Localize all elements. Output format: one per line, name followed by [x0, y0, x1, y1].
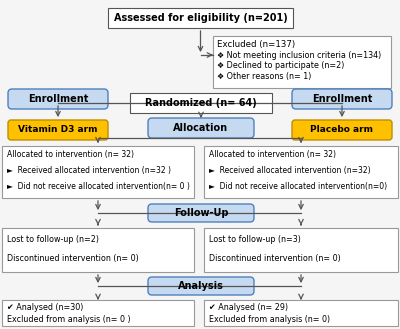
Text: ❖ Not meeting inclusion criteria (n=134): ❖ Not meeting inclusion criteria (n=134)	[217, 50, 381, 60]
Text: Allocation: Allocation	[174, 123, 228, 133]
FancyBboxPatch shape	[292, 89, 392, 109]
Text: Excluded (n=137): Excluded (n=137)	[217, 39, 295, 48]
Text: ►  Received allocated intervention (n=32): ► Received allocated intervention (n=32)	[209, 166, 371, 175]
Text: Enrollment: Enrollment	[312, 94, 372, 104]
Text: ❖ Other reasons (n= 1): ❖ Other reasons (n= 1)	[217, 72, 311, 82]
FancyBboxPatch shape	[8, 89, 108, 109]
Text: Excluded from analysis (n= 0 ): Excluded from analysis (n= 0 )	[7, 315, 131, 323]
FancyBboxPatch shape	[204, 146, 398, 198]
FancyBboxPatch shape	[8, 120, 108, 140]
FancyBboxPatch shape	[204, 228, 398, 272]
FancyBboxPatch shape	[148, 277, 254, 295]
FancyBboxPatch shape	[130, 93, 272, 113]
Text: Allocated to intervention (n= 32): Allocated to intervention (n= 32)	[7, 150, 134, 160]
FancyBboxPatch shape	[148, 118, 254, 138]
Text: Assessed for eligibility (n=201): Assessed for eligibility (n=201)	[114, 13, 287, 23]
FancyBboxPatch shape	[148, 204, 254, 222]
Text: ►  Received allocated intervention (n=32 ): ► Received allocated intervention (n=32 …	[7, 166, 171, 175]
FancyBboxPatch shape	[2, 146, 194, 198]
Text: Lost to follow-up (n=3): Lost to follow-up (n=3)	[209, 235, 301, 243]
Text: Allocated to intervention (n= 32): Allocated to intervention (n= 32)	[209, 150, 336, 160]
Text: Analysis: Analysis	[178, 281, 224, 291]
FancyBboxPatch shape	[204, 300, 398, 326]
Text: Vitamin D3 arm: Vitamin D3 arm	[18, 125, 98, 135]
Text: Discontinued intervention (n= 0): Discontinued intervention (n= 0)	[7, 254, 139, 263]
Text: ✔ Analysed (n= 29): ✔ Analysed (n= 29)	[209, 302, 288, 312]
Text: Discontinued intervention (n= 0): Discontinued intervention (n= 0)	[209, 254, 341, 263]
Text: Randomized (n= 64): Randomized (n= 64)	[145, 98, 257, 108]
Text: Placebo arm: Placebo arm	[310, 125, 374, 135]
FancyBboxPatch shape	[2, 228, 194, 272]
FancyBboxPatch shape	[2, 300, 194, 326]
FancyBboxPatch shape	[213, 36, 391, 88]
Text: ✔ Analysed (n=30): ✔ Analysed (n=30)	[7, 302, 83, 312]
Text: ►  Did not receive allocated intervention(n=0): ► Did not receive allocated intervention…	[209, 183, 387, 191]
FancyBboxPatch shape	[108, 8, 293, 28]
Text: Enrollment: Enrollment	[28, 94, 88, 104]
FancyBboxPatch shape	[292, 120, 392, 140]
Text: ❖ Declined to participate (n=2): ❖ Declined to participate (n=2)	[217, 62, 344, 70]
Text: Lost to follow-up (n=2): Lost to follow-up (n=2)	[7, 235, 99, 243]
Text: Follow-Up: Follow-Up	[174, 208, 228, 218]
Text: Excluded from analysis (n= 0): Excluded from analysis (n= 0)	[209, 315, 330, 323]
Text: ►  Did not receive allocated intervention(n= 0 ): ► Did not receive allocated intervention…	[7, 183, 190, 191]
